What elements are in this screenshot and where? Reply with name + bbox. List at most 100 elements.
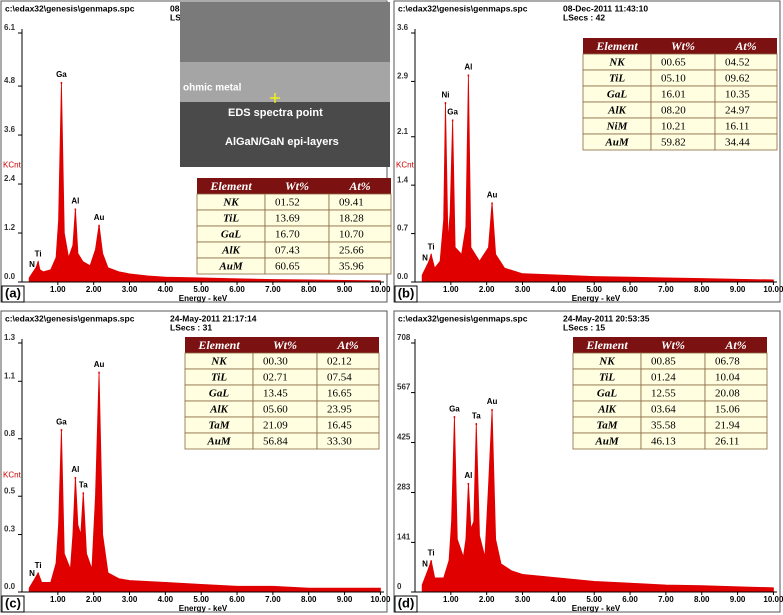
table-cell-text: 02.71	[263, 372, 288, 384]
table-header: Element	[585, 338, 628, 352]
table-header: At%	[348, 179, 370, 193]
peak-label: Ti	[35, 250, 42, 259]
y-tick-label: 425	[397, 433, 411, 442]
x-tick-label: 4.00	[158, 285, 174, 294]
panel-label-bg	[1, 595, 25, 613]
table-cell-text: 05.10	[661, 73, 686, 85]
table-cell-text: 07.43	[275, 245, 300, 257]
table-cell-text: 10.70	[339, 229, 364, 241]
spectrum	[28, 371, 381, 593]
table-cell-text: 33.30	[327, 436, 352, 448]
y-tick-label: 3.6	[397, 23, 409, 32]
x-axis-label: Energy - keV	[572, 294, 621, 303]
x-tick-label: 1.00	[443, 285, 459, 294]
table-cell-text: TaM	[597, 420, 619, 432]
panel-label: (d)	[398, 595, 415, 610]
table-header: Wt%	[273, 338, 297, 352]
sem-metal-band	[180, 62, 390, 102]
x-tick-label: 3.00	[122, 595, 138, 604]
y-tick-label: 567	[397, 383, 411, 392]
x-tick-label: 3.00	[515, 285, 531, 294]
y-tick-label: 1.1	[4, 371, 16, 380]
table-cell-text: 13.45	[263, 388, 288, 400]
peak-label: Au	[487, 397, 498, 406]
table-cell-text: 46.13	[651, 436, 676, 448]
table-header: Element	[209, 179, 252, 193]
x-tick-label: 2.00	[86, 285, 102, 294]
table-cell-text: 16.11	[725, 121, 749, 133]
table-cell-text: AlK	[597, 404, 616, 416]
table-header: At%	[734, 39, 756, 53]
x-tick-label: 8.00	[301, 285, 317, 294]
lsecs: LSecs : 42	[563, 12, 605, 22]
y-tick-label: 2.4	[4, 174, 16, 183]
panel-label-bg	[1, 285, 25, 303]
panel-label-bg	[394, 285, 418, 303]
lsecs: LSecs : 31	[170, 322, 212, 332]
peak-label: Ti	[35, 561, 42, 570]
table-cell-text: 25.66	[339, 245, 364, 257]
spectrum	[28, 81, 381, 283]
table-cell-text: 18.28	[339, 213, 364, 225]
table-cell-text: 60.65	[275, 261, 300, 273]
file-path: c:\edax32\genesis\genmaps.spc	[5, 3, 135, 13]
x-tick-label: 6.00	[229, 595, 245, 604]
x-tick-label: 4.00	[551, 595, 567, 604]
y-tick-label: 6.1	[4, 23, 16, 32]
table-cell-text: 56.84	[263, 436, 288, 448]
table-cell-text: 35.96	[339, 261, 364, 273]
table-cell-text: NK	[608, 57, 625, 69]
file-path: c:\edax32\genesis\genmaps.spc	[5, 313, 135, 323]
spectra-point-marker	[270, 93, 280, 103]
table-cell-text: 59.82	[661, 137, 686, 149]
table-cell-text: 16.70	[275, 229, 300, 241]
table-header: Element	[595, 39, 638, 53]
x-tick-label: 7.00	[265, 595, 281, 604]
x-tick-label: 10.00	[370, 595, 391, 604]
table-header: Wt%	[661, 338, 685, 352]
y-tick-label: 0	[397, 582, 402, 591]
x-tick-label: 6.00	[229, 285, 245, 294]
table-cell-text: 00.30	[263, 356, 288, 368]
table-cell-text: 16.45	[327, 420, 352, 432]
y-tick-label: 0.5	[4, 486, 16, 495]
x-tick-label: 9.00	[730, 285, 746, 294]
table-cell-text: AuM	[604, 137, 629, 149]
x-tick-label: 5.00	[193, 285, 209, 294]
y-tick-label: 1.3	[4, 333, 16, 342]
peak-label: Ga	[447, 108, 458, 117]
table-cell-text: TiL	[599, 372, 615, 384]
x-tick-label: 4.00	[158, 595, 174, 604]
y-tick-label: 0.7	[397, 224, 409, 233]
peak-label: Al	[464, 471, 472, 480]
table-header-bg	[583, 38, 777, 54]
x-tick-label: 5.00	[193, 595, 209, 604]
table-header-bg	[197, 178, 391, 194]
peak-label: Ga	[449, 404, 460, 413]
date: 08-Dec-2011 11:43:10	[563, 3, 648, 13]
table-cell-text: TaM	[209, 420, 231, 432]
x-tick-label: 3.00	[122, 285, 138, 294]
table-cell-text: TiL	[211, 372, 227, 384]
peak-label: N	[422, 559, 428, 568]
table-cell-text: 15.06	[715, 404, 740, 416]
y-tick-label: 1.2	[4, 223, 16, 232]
x-tick-label: 2.00	[479, 595, 495, 604]
table-cell-text: GaL	[607, 89, 627, 101]
peak-label: Al	[71, 197, 79, 206]
y-tick-label: 283	[397, 483, 411, 492]
peak-label: N	[422, 253, 428, 262]
table-cell-text: 26.11	[715, 436, 739, 448]
y-tick-label: 0.3	[4, 525, 16, 534]
y-tick-label: 1.4	[397, 175, 409, 184]
table-cell-text: 16.65	[327, 388, 352, 400]
table-header: Element	[197, 338, 240, 352]
y-tick-label: 708	[397, 333, 411, 342]
x-tick-label: 8.00	[301, 595, 317, 604]
x-tick-label: 4.00	[551, 285, 567, 294]
y-axis-label: KCnt	[3, 161, 22, 170]
table-cell-text: AuM	[594, 436, 619, 448]
y-tick-label: 0.0	[4, 272, 16, 281]
table-cell-text: 16.01	[661, 89, 686, 101]
peak-label: N	[29, 260, 35, 269]
